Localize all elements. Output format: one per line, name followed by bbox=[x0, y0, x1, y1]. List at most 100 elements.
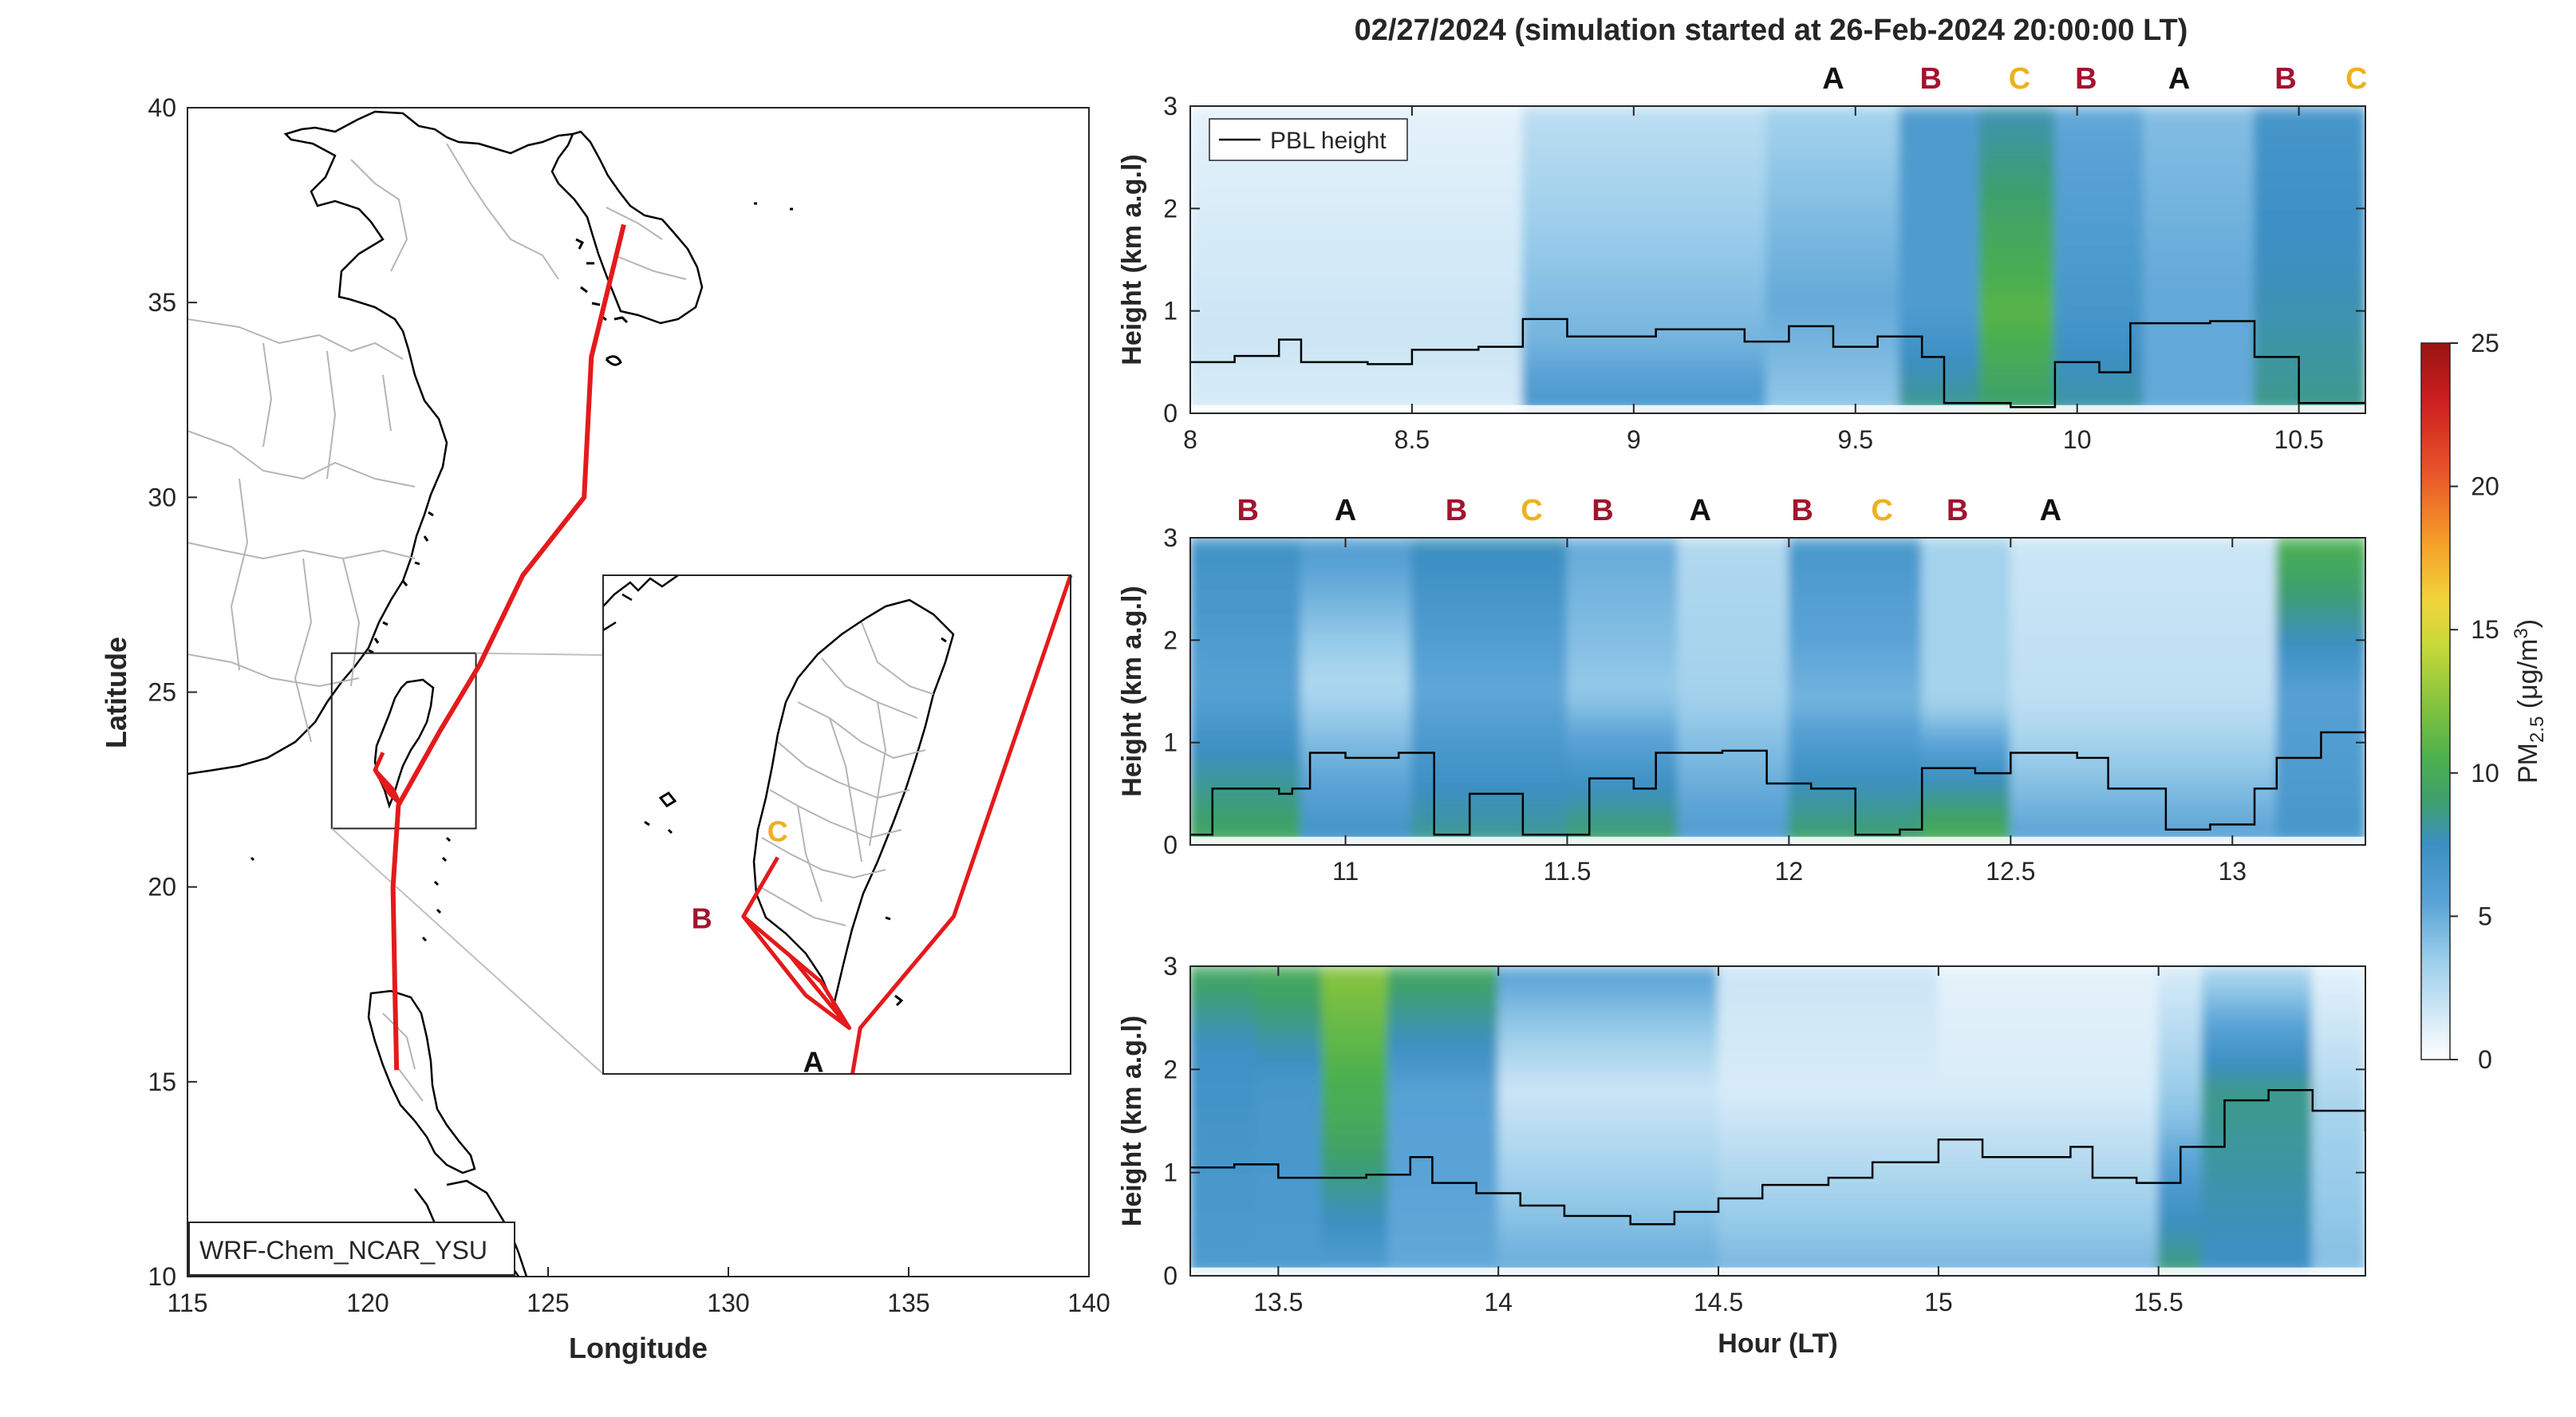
heatmap-cell bbox=[1255, 1158, 1324, 1174]
heatmap-cell bbox=[1788, 601, 1923, 616]
heatmap-cell bbox=[1190, 690, 1302, 705]
heatmap-cell bbox=[1387, 1249, 1500, 1264]
heatmap-cell bbox=[1300, 575, 1413, 590]
heatmap-cell bbox=[1190, 1068, 1257, 1083]
heatmap-cell bbox=[2311, 1056, 2365, 1071]
heatmap-cell bbox=[1300, 703, 1413, 718]
heatmap-cell bbox=[2143, 118, 2256, 133]
map-y-tick-label: 15 bbox=[148, 1068, 176, 1096]
heatmap-cell bbox=[1321, 1004, 1390, 1019]
heatmap-cell bbox=[1765, 361, 1901, 376]
trajectory-map: 115 120 125 130 135 140 10 15 20 25 30 35 40 Longitu… bbox=[100, 93, 1110, 1364]
heatmap-cell bbox=[1300, 626, 1413, 641]
taiwan-coast bbox=[373, 678, 435, 809]
heatmap-cell bbox=[1497, 1133, 1720, 1148]
heatmap-cell bbox=[1978, 348, 2056, 363]
heatmap-cell bbox=[2053, 348, 2145, 363]
heatmap-cell bbox=[2201, 1056, 2314, 1071]
heatmap-cell bbox=[1255, 978, 1324, 993]
coastal-islets bbox=[250, 202, 793, 942]
heatmap-cell bbox=[2143, 144, 2256, 159]
heatmap-cell bbox=[1718, 1133, 1939, 1148]
heatmap-cell bbox=[2010, 538, 2278, 552]
heatmap-cell bbox=[2053, 106, 2145, 120]
heatmap-cell bbox=[1978, 182, 2056, 197]
heatmap-cell bbox=[1387, 1004, 1500, 1019]
heatmap-cell bbox=[1497, 1184, 1720, 1199]
y-tick-label: 1 bbox=[1163, 728, 1178, 757]
heatmap-cell bbox=[1718, 1120, 1939, 1135]
heatmap-cell bbox=[1921, 601, 2012, 616]
colorbar-tick-label: 20 bbox=[2471, 472, 2499, 501]
heatmap-cell bbox=[2275, 690, 2365, 705]
heatmap-cell bbox=[1190, 1146, 1257, 1161]
heatmap-cell bbox=[2010, 665, 2278, 680]
heatmap-cell bbox=[1788, 665, 1923, 680]
heatmap-cell bbox=[1921, 677, 2012, 693]
heatmap-cell bbox=[2010, 780, 2278, 795]
heatmap-cell bbox=[1978, 195, 2056, 210]
map-geography bbox=[187, 110, 793, 1277]
heatmap-cell bbox=[2201, 1081, 2314, 1096]
heatmap-cell bbox=[1765, 284, 1901, 299]
heatmap-cell bbox=[1937, 991, 2160, 1006]
heatmap-cell bbox=[1788, 780, 1923, 795]
mainland-coast bbox=[187, 110, 574, 776]
heatmap-cell bbox=[1410, 601, 1568, 616]
location-marker-b: B bbox=[1947, 494, 1968, 527]
heatmap-cell bbox=[2254, 156, 2365, 172]
heatmap-cell bbox=[2311, 1210, 2365, 1226]
heatmap-cell bbox=[2311, 1120, 2365, 1135]
heatmap-cell bbox=[1497, 1004, 1720, 1019]
heatmap-cell bbox=[2254, 106, 2365, 120]
heatmap-cell bbox=[2157, 1094, 2203, 1109]
heatmap-cell bbox=[1677, 716, 1790, 731]
heatmap-cell bbox=[2275, 792, 2365, 807]
heatmap-cell bbox=[2201, 1171, 2314, 1186]
inset-point-label-c: C bbox=[767, 815, 788, 848]
heatmap-cell bbox=[1566, 754, 1679, 769]
x-tick-label: 13 bbox=[2218, 857, 2247, 886]
heatmap-cell bbox=[2143, 233, 2256, 248]
x-tick-label: 15.5 bbox=[2134, 1288, 2183, 1316]
heatmap-cell bbox=[2311, 1223, 2365, 1238]
heatmap-cell bbox=[1978, 144, 2056, 159]
heatmap-cell bbox=[2254, 131, 2365, 146]
heatmap-cells bbox=[1190, 106, 2365, 413]
heatmap-cell bbox=[1300, 728, 1413, 744]
heatmap-cell bbox=[1899, 335, 1981, 350]
heatmap-cell bbox=[1718, 1043, 1939, 1058]
heatmap-cell bbox=[2201, 1158, 2314, 1174]
heatmap-cell bbox=[1566, 562, 1679, 578]
heatmap-cell bbox=[1410, 538, 1568, 552]
heatmap-cell bbox=[1788, 677, 1923, 693]
heatmap-cell bbox=[2311, 1249, 2365, 1264]
heatmap-cell bbox=[1677, 754, 1790, 769]
heatmap-cell bbox=[2201, 1029, 2314, 1044]
heatmap-cell bbox=[1765, 233, 1901, 248]
y-tick-label: 0 bbox=[1163, 399, 1178, 428]
heatmap-cell bbox=[1521, 348, 1768, 363]
heatmap-cell bbox=[1765, 310, 1901, 325]
heatmap-cell bbox=[2275, 780, 2365, 795]
y-tick-label: 3 bbox=[1163, 523, 1178, 552]
heatmap-cell bbox=[1788, 562, 1923, 578]
heatmap-cell bbox=[1410, 728, 1568, 744]
x-tick-label: 10 bbox=[2063, 425, 2092, 454]
trajectory-inner-track bbox=[373, 752, 402, 806]
location-marker-b: B bbox=[2075, 62, 2097, 96]
heatmap-cell bbox=[1788, 690, 1923, 705]
heatmap-cell bbox=[1497, 1107, 1720, 1122]
heatmap-cell bbox=[1978, 207, 2056, 223]
heatmap-cell bbox=[1300, 767, 1413, 782]
heatmap-cell bbox=[1300, 550, 1413, 565]
ground-strip bbox=[1190, 405, 2365, 413]
heatmap-cell bbox=[1978, 233, 2056, 248]
heatmap-cell bbox=[2010, 614, 2278, 629]
heatmap-cell bbox=[2157, 1016, 2203, 1032]
heatmap-cell bbox=[2053, 271, 2145, 286]
heatmap-cell bbox=[1677, 805, 1790, 820]
heatmap-cell bbox=[1899, 361, 1981, 376]
heatmap-cell bbox=[1521, 169, 1768, 184]
heatmap-cell bbox=[1899, 207, 1981, 223]
